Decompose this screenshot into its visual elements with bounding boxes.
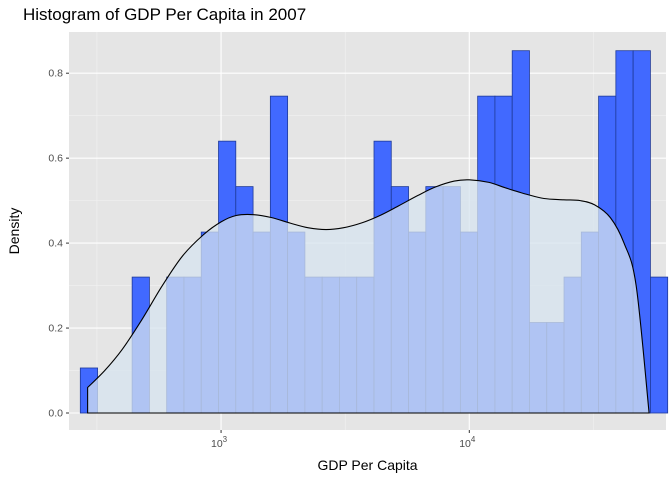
y-tick-label: 0.6 — [48, 153, 63, 165]
y-axis-ticks: 0.0 0.2 0.4 0.6 0.8 — [48, 68, 69, 420]
chart-title: Histogram of GDP Per Capita in 2007 — [23, 5, 306, 24]
x-axis-ticks: 103 104 — [211, 430, 476, 450]
y-tick-label: 0.2 — [48, 323, 63, 335]
x-tick-label: 104 — [459, 435, 476, 450]
density-line — [87, 179, 650, 414]
x-axis-title: GDP Per Capita — [317, 457, 417, 473]
density-area — [87, 179, 650, 414]
y-axis-title: Density — [6, 208, 22, 255]
y-tick-label: 0.0 — [48, 408, 63, 420]
histogram-bar — [650, 276, 669, 414]
x-tick-label: 103 — [211, 435, 228, 450]
y-tick-label: 0.4 — [48, 238, 63, 250]
y-tick-label: 0.8 — [48, 68, 63, 80]
density-curve — [87, 179, 650, 414]
